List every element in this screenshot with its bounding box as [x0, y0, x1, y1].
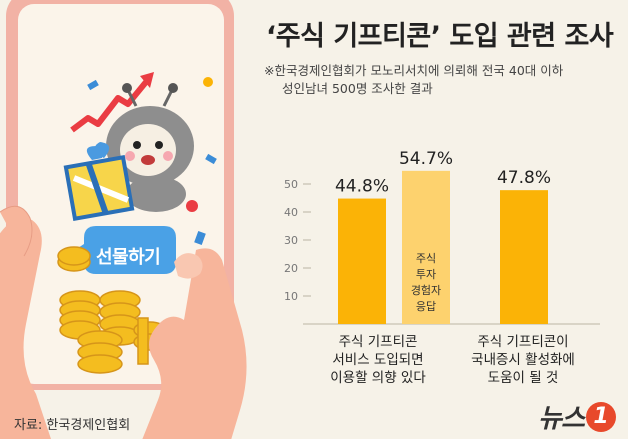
y-tick-label: 40	[284, 206, 298, 219]
bar-value-label: 47.8%	[497, 168, 551, 188]
bar-value-label: 54.7%	[399, 149, 453, 169]
category-label: 주식 기프티콘	[339, 334, 418, 350]
bar	[338, 198, 386, 324]
category-label: 국내증시 활성화에	[471, 352, 575, 368]
source-text: 자료: 한국경제인협회	[14, 418, 131, 433]
category-label: 도움이 될 것	[488, 370, 559, 386]
bar	[402, 170, 450, 324]
chart-title: ‘주식 기프티콘’ 도입 관련 조사	[266, 21, 614, 52]
bar-inner-label: 주식	[416, 252, 436, 265]
phone-illustration	[0, 0, 247, 439]
bar-value-label: 44.8%	[335, 177, 389, 197]
bar	[500, 190, 548, 324]
bar-inner-label: 응답	[416, 300, 436, 313]
y-tick-label: 50	[284, 178, 298, 191]
category-label: 서비스 도입되면	[332, 352, 423, 368]
category-label: 주식 기프티콘이	[477, 334, 568, 350]
category-label: 이용할 의향 있다	[330, 370, 426, 386]
bar-inner-label: 경험자	[411, 284, 441, 297]
y-tick-label: 20	[284, 262, 298, 275]
gift-button-label: 선물하기	[96, 247, 161, 268]
y-tick-label: 30	[284, 234, 298, 247]
survey-note-line2: 성인남녀 500명 조사한 결과	[282, 81, 433, 96]
survey-note: ※한국경제인협회가 모노리서치에 의뢰해 전국 40대 이하 성인남녀 500명…	[264, 62, 620, 98]
bar-inner-label: 투자	[416, 268, 436, 281]
survey-note-line1: ※한국경제인협회가 모노리서치에 의뢰해 전국 40대 이하	[264, 63, 564, 78]
logo-badge: 1	[586, 401, 616, 432]
y-tick-label: 10	[284, 290, 298, 303]
news1-logo: 뉴스 1	[538, 398, 616, 435]
logo-text: 뉴스	[538, 404, 585, 434]
